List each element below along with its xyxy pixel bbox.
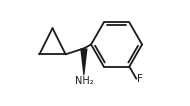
Text: F: F — [137, 74, 143, 84]
Text: NH₂: NH₂ — [75, 76, 94, 86]
Polygon shape — [80, 48, 88, 75]
